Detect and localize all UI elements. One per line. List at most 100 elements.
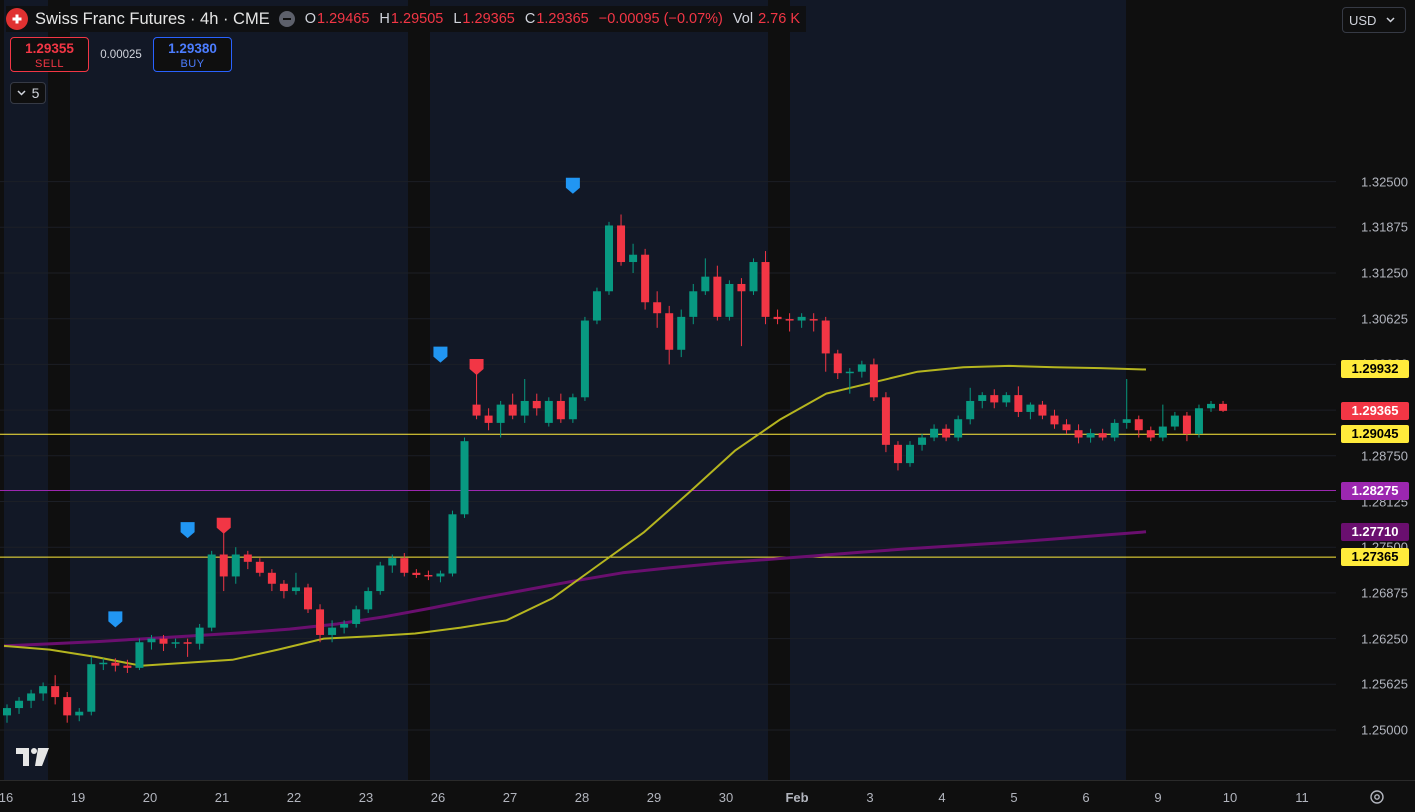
candle <box>484 408 493 431</box>
candle <box>1194 404 1203 438</box>
candle <box>15 697 24 714</box>
sell-button[interactable]: 1.29355 SELL <box>10 37 89 72</box>
buy-signal-marker <box>108 611 123 628</box>
price-tick-label: 1.31250 <box>1361 265 1408 281</box>
price-tick-label: 1.31875 <box>1361 219 1408 235</box>
candle <box>1182 411 1191 442</box>
swiss-flag-icon <box>6 8 28 30</box>
time-tick-label: 10 <box>1222 790 1238 805</box>
candle <box>942 424 951 442</box>
volume-label: Vol <box>732 11 754 27</box>
price-axis[interactable]: 1.325001.318751.312501.306251.300001.293… <box>1336 0 1415 780</box>
candle <box>857 360 866 378</box>
time-tick-label: 3 <box>866 790 874 805</box>
session-band <box>70 0 120 780</box>
candle <box>605 221 613 295</box>
candle <box>207 550 216 632</box>
candle <box>135 638 144 671</box>
high-label: H <box>379 11 390 27</box>
candle <box>87 656 96 716</box>
buy-signal-marker <box>565 177 580 194</box>
candle <box>376 561 385 595</box>
candle <box>424 570 433 581</box>
spread-value: 0.00025 <box>100 48 142 61</box>
candle <box>279 580 288 599</box>
candle <box>869 358 878 401</box>
session-band <box>790 0 840 780</box>
candle <box>1122 379 1131 429</box>
candle <box>761 251 770 325</box>
sell-label: SELL <box>35 58 64 70</box>
candle <box>340 620 349 634</box>
candle <box>412 569 421 578</box>
time-tick-label: 5 <box>1010 790 1018 805</box>
candle <box>1086 428 1095 443</box>
candle <box>328 620 337 643</box>
price-tick-label: 1.25000 <box>1361 722 1408 738</box>
session-band <box>336 0 408 780</box>
session-band <box>624 0 696 780</box>
candle <box>544 397 553 427</box>
buy-label: BUY <box>180 58 205 70</box>
time-tick-label: 6 <box>1082 790 1090 805</box>
candle <box>617 214 626 266</box>
candle <box>725 280 734 321</box>
buy-button[interactable]: 1.29380 BUY <box>153 37 232 72</box>
candle <box>701 258 710 295</box>
buy-signal-marker <box>433 346 448 363</box>
buy-signal-marker <box>180 522 195 539</box>
candle <box>159 634 168 652</box>
candle <box>1062 419 1071 434</box>
price-tick-label: 1.32500 <box>1361 174 1408 190</box>
candle <box>1219 400 1228 412</box>
settings-gear-icon[interactable] <box>1368 788 1386 806</box>
candle <box>99 658 108 671</box>
grid-lines <box>0 181 1336 731</box>
time-tick-label: 26 <box>430 790 446 805</box>
price-tag: 1.29932 <box>1341 360 1409 379</box>
symbol-title[interactable]: Swiss Franc Futures · 4h · CME <box>35 9 270 28</box>
candle <box>255 558 264 577</box>
candle <box>773 309 782 325</box>
candle <box>532 393 541 416</box>
open-label: O <box>304 11 316 27</box>
candle <box>1170 411 1179 431</box>
low-label: L <box>453 11 462 27</box>
chevron-down-icon <box>1386 17 1395 23</box>
candle <box>665 305 674 365</box>
currency-select[interactable]: USD <box>1342 7 1406 33</box>
candle <box>472 371 481 420</box>
candle <box>1098 428 1107 441</box>
candle <box>568 393 577 423</box>
time-tick-label: 4 <box>938 790 946 805</box>
candle <box>966 387 975 425</box>
candle <box>580 316 589 401</box>
candle <box>809 313 818 332</box>
price-tick-label: 1.30625 <box>1361 311 1408 327</box>
candle <box>436 570 445 583</box>
session-band <box>696 0 768 780</box>
candle <box>219 532 228 592</box>
volume-value: 2.76 K <box>758 11 801 27</box>
candle <box>508 393 517 420</box>
signal-markers <box>108 177 580 628</box>
buy-price: 1.29380 <box>168 41 217 56</box>
tradingview-logo-icon[interactable] <box>16 748 49 766</box>
time-tick-label: 30 <box>718 790 734 805</box>
minus-circle-icon[interactable] <box>278 11 295 27</box>
time-tick-label: 29 <box>646 790 662 805</box>
candle <box>653 291 662 328</box>
high-value: 1.29505 <box>390 11 444 27</box>
price-chart[interactable] <box>0 0 1336 780</box>
time-axis[interactable]: 16 19 20 21 22 23 26 27 28 29 30 Feb 3 4 5 6 9 10 11 <box>0 780 1415 812</box>
time-tick-label: 9 <box>1154 790 1162 805</box>
session-band <box>912 0 984 780</box>
candle <box>195 623 204 650</box>
candle <box>833 349 842 380</box>
chevron-down-icon <box>17 90 26 96</box>
time-tick-label: 21 <box>214 790 230 805</box>
candle <box>1026 402 1035 420</box>
indicators-toggle-button[interactable]: 5 <box>10 82 46 104</box>
trade-panel: 1.29355 SELL 0.00025 1.29380 BUY <box>10 37 232 72</box>
candle <box>797 313 806 328</box>
